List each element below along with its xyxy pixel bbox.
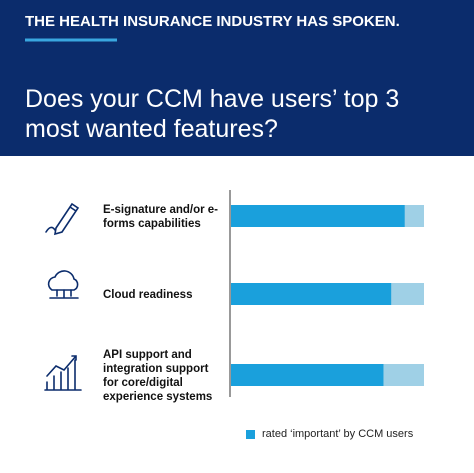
category-label: API support and integration support for …: [103, 349, 213, 403]
category-label: E-signature and/or e-forms capabilities: [103, 204, 219, 230]
cloud-icon: [47, 270, 79, 291]
pen-squiggle: [45, 226, 56, 233]
bar: [231, 283, 392, 305]
category-label: Cloud readiness: [103, 289, 193, 301]
cloud-links: [49, 289, 79, 299]
growth-arrow: [46, 355, 77, 377]
header-band: [0, 0, 474, 156]
header: THE HEALTH INSURANCE INDUSTRY HAS SPOKEN…: [25, 13, 400, 30]
legend-swatch: [246, 430, 255, 439]
chart-title: Does your CCM have users’ top 3 most wan…: [25, 85, 400, 143]
pen-icon: [54, 202, 80, 236]
icons: [44, 202, 82, 391]
bar: [231, 205, 405, 227]
bar: [231, 364, 384, 386]
growth-icon: [44, 359, 82, 391]
legend-label: rated ‘important’ by CCM users: [262, 428, 414, 440]
